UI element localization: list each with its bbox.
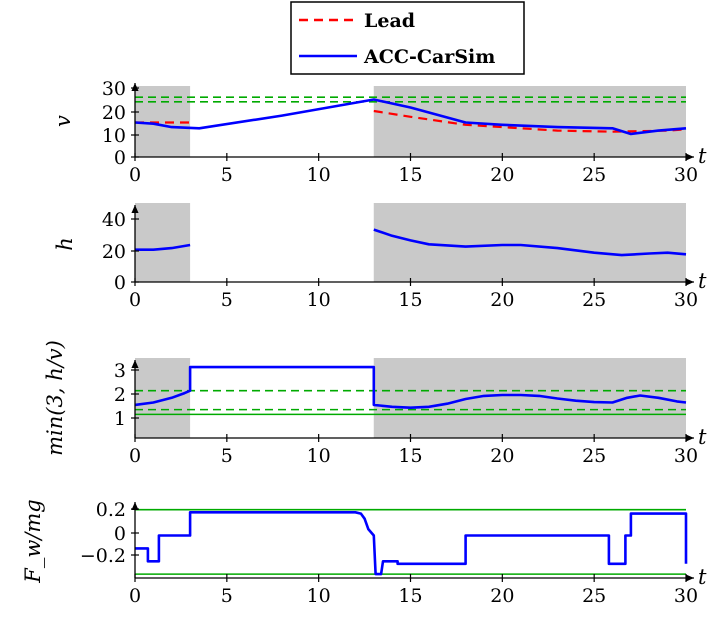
series-line-0-segment-0 xyxy=(135,510,688,576)
x-tick-label: 0 xyxy=(129,585,141,607)
legend: Lead ACC-CarSim xyxy=(290,1,525,75)
shaded-regions xyxy=(135,358,686,438)
x-tick-label: 10 xyxy=(307,164,331,186)
subplot-headway: 0 5 10 15 20 25 30 0 20 40 t h xyxy=(53,203,707,311)
x-tick-label: 30 xyxy=(674,445,698,467)
x-tick-labels: 0 5 10 15 20 25 30 xyxy=(129,289,698,311)
x-tick-label: 20 xyxy=(490,585,514,607)
legend-label-acc: ACC-CarSim xyxy=(363,46,495,68)
x-axis-label: t xyxy=(698,144,707,168)
y-tick-label: 0 xyxy=(114,272,126,294)
y-tick-label: 1 xyxy=(114,408,126,430)
y-tick-label: 2 xyxy=(114,384,126,406)
reference-lines xyxy=(135,389,686,416)
x-tick-label: 10 xyxy=(307,289,331,311)
reference-lines xyxy=(135,96,686,103)
x-tick-label: 5 xyxy=(221,585,233,607)
x-tick-label: 25 xyxy=(582,164,606,186)
subplot-force: 0 5 10 15 20 25 30 0.20−0.2 t F_w/mg xyxy=(21,499,707,607)
x-tick-label: 20 xyxy=(490,289,514,311)
x-tick-label: 25 xyxy=(582,445,606,467)
y-tick-label: 0 xyxy=(114,147,126,169)
y-tick-label: 40 xyxy=(102,209,126,231)
y-tick-label: 0 xyxy=(114,523,126,545)
x-tick-labels: 0 5 10 15 20 25 30 xyxy=(129,585,698,607)
tick-marks xyxy=(131,369,687,442)
x-tick-label: 5 xyxy=(221,445,233,467)
series-line-0-segment-0 xyxy=(135,243,191,251)
series-line-1-segment-0 xyxy=(134,98,687,136)
series-line-0-segment-1 xyxy=(373,228,687,257)
x-tick-label: 0 xyxy=(129,445,141,467)
x-tick-label: 5 xyxy=(221,164,233,186)
y-tick-labels: 123 xyxy=(114,360,126,430)
x-tick-labels: 0 5 10 15 20 25 30 xyxy=(129,164,698,186)
series-lines xyxy=(135,510,688,576)
tick-marks xyxy=(131,87,687,161)
x-tick-label: 30 xyxy=(674,289,698,311)
series-line-0-segment-0 xyxy=(134,365,687,409)
y-tick-labels: 0.20−0.2 xyxy=(80,499,126,567)
x-tick-label: 15 xyxy=(398,445,422,467)
x-tick-labels: 0 5 10 15 20 25 30 xyxy=(129,445,698,467)
x-tick-label: 20 xyxy=(490,164,514,186)
x-tick-label: 25 xyxy=(582,289,606,311)
y-axis-label: h xyxy=(53,237,77,251)
y-tick-label: 3 xyxy=(114,360,126,382)
y-tick-label: 10 xyxy=(102,125,126,147)
x-tick-label: 0 xyxy=(129,164,141,186)
x-tick-label: 20 xyxy=(490,445,514,467)
x-tick-label: 5 xyxy=(221,289,233,311)
legend-label-lead: Lead xyxy=(364,10,415,32)
y-tick-label: 20 xyxy=(102,241,126,263)
x-tick-label: 30 xyxy=(674,164,698,186)
y-tick-label: 20 xyxy=(102,102,126,124)
x-tick-label: 10 xyxy=(307,585,331,607)
x-axis-label: t xyxy=(698,269,707,293)
tick-marks xyxy=(131,508,687,582)
x-tick-label: 15 xyxy=(398,585,422,607)
shaded-interval-0 xyxy=(135,203,191,282)
x-tick-label: 15 xyxy=(398,164,422,186)
legend-box xyxy=(290,1,525,75)
x-tick-label: 0 xyxy=(129,289,141,311)
y-tick-label: 30 xyxy=(102,78,126,100)
subplot-time-gap: 0 5 10 15 20 25 30 123 t min(3, h/v) xyxy=(43,340,707,467)
y-tick-labels: 0 20 40 xyxy=(102,209,126,294)
x-tick-label: 25 xyxy=(582,585,606,607)
shaded-interval-0 xyxy=(135,358,191,438)
y-axis-label: min(3, h/v) xyxy=(43,340,67,456)
y-tick-label: 0.2 xyxy=(96,499,126,521)
series-lines xyxy=(135,228,687,257)
y-axis-label: v xyxy=(51,115,75,127)
y-axis-label: F_w/mg xyxy=(21,499,45,583)
series-lines xyxy=(134,98,687,136)
shaded-regions xyxy=(135,203,686,282)
x-tick-label: 10 xyxy=(307,445,331,467)
x-tick-label: 30 xyxy=(674,585,698,607)
x-axis-label: t xyxy=(698,425,707,449)
x-axis-label: t xyxy=(698,565,707,589)
series-lines xyxy=(134,365,687,409)
x-tick-label: 15 xyxy=(398,289,422,311)
tick-marks xyxy=(131,218,687,286)
y-tick-label: −0.2 xyxy=(80,545,126,567)
shaded-interval-1 xyxy=(373,358,686,438)
